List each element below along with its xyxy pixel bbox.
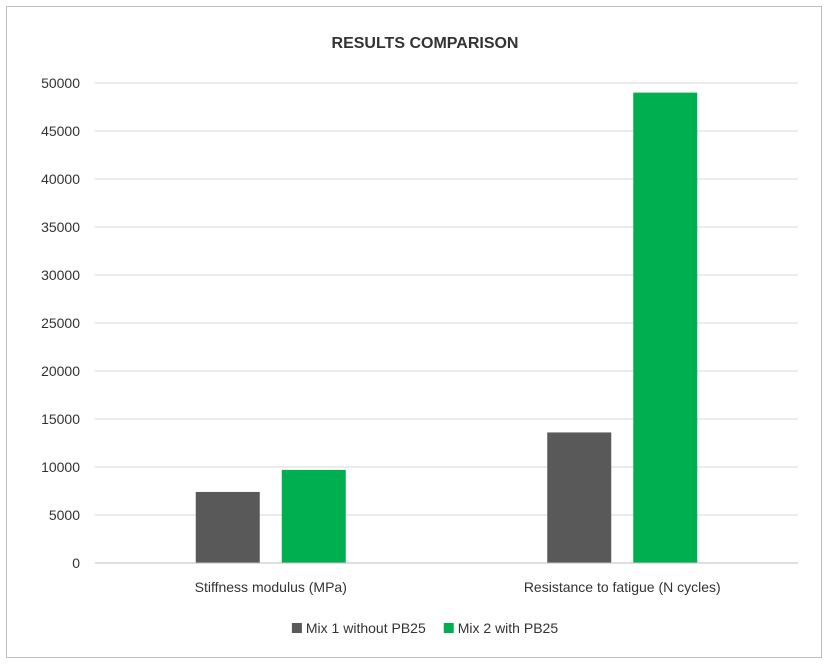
bar-mix2-fatigue <box>633 92 698 563</box>
y-tick-label: 20000 <box>41 363 80 379</box>
y-tick-label: 15000 <box>41 411 80 427</box>
legend-item-mix2[interactable]: Mix 2 with PB25 <box>443 620 559 636</box>
legend-item-mix1[interactable]: Mix 1 without PB25 <box>291 620 426 636</box>
y-tick-label: 25000 <box>41 315 80 331</box>
y-tick-label: 30000 <box>41 267 80 283</box>
x-category-label: Resistance to fatigue (N cycles) <box>524 579 721 595</box>
bar-mix1-fatigue <box>547 432 612 563</box>
y-tick-label: 40000 <box>41 171 80 187</box>
y-tick-label: 50000 <box>41 75 80 91</box>
chart-title: RESULTS COMPARISON <box>332 35 519 52</box>
x-axis-labels: Stiffness modulus (MPa) Resistance to fat… <box>195 579 721 595</box>
y-tick-label: 0 <box>72 555 80 571</box>
legend-label: Mix 1 without PB25 <box>306 620 426 636</box>
bar-mix1-stiffness <box>195 491 260 563</box>
legend-swatch <box>443 623 454 633</box>
y-tick-label: 45000 <box>41 123 80 139</box>
bar-mix2-stiffness <box>281 469 346 563</box>
legend-swatch <box>291 623 302 633</box>
y-axis-ticks: 0 5000 10000 15000 20000 25000 30000 35000 40000… <box>41 75 80 571</box>
y-tick-label: 10000 <box>41 459 80 475</box>
legend-label: Mix 2 with PB25 <box>458 620 559 636</box>
y-tick-label: 35000 <box>41 219 80 235</box>
y-tick-label: 5000 <box>49 507 80 523</box>
x-category-label: Stiffness modulus (MPa) <box>195 579 347 595</box>
legend[interactable]: Mix 1 without PB25 Mix 2 with PB25 <box>291 620 559 636</box>
bars <box>195 92 698 563</box>
